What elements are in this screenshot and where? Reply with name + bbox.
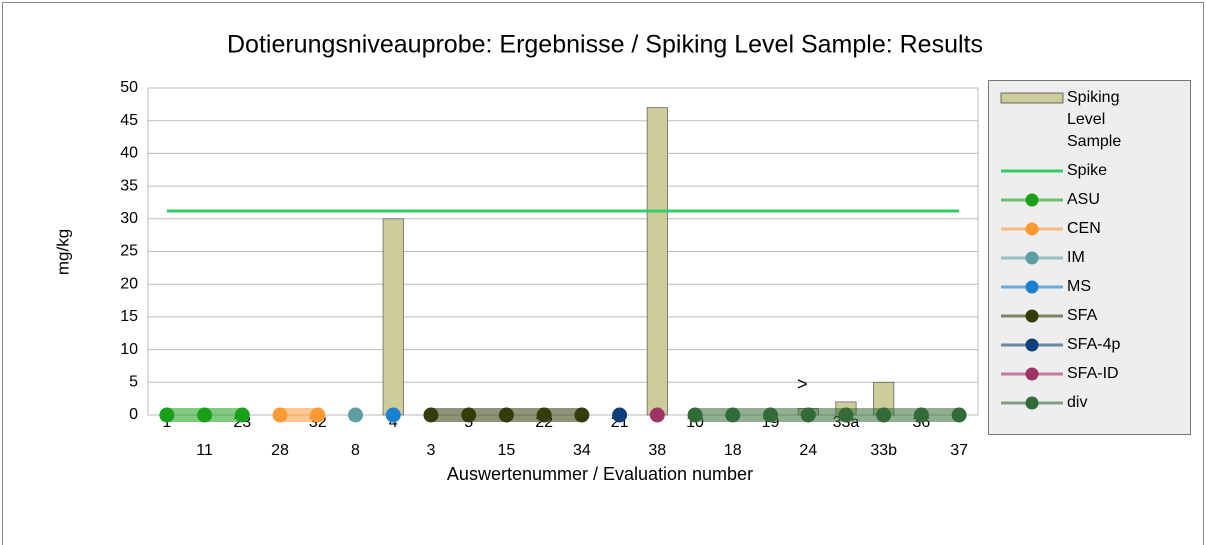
legend-item: CEN [989, 218, 1190, 240]
legend-label: Spiking Level Sample [1067, 89, 1122, 150]
legend-swatch-marker [1025, 280, 1039, 294]
marker [348, 407, 363, 423]
legend-swatch-marker [1025, 222, 1039, 236]
marker [310, 407, 326, 423]
marker [687, 407, 703, 423]
legend-item: SFA [989, 305, 1190, 327]
marker [763, 407, 778, 423]
legend-label: SFA-4p [1067, 336, 1121, 353]
y-tick-label: 30 [120, 210, 138, 227]
x-tick-label: 1 [162, 414, 171, 431]
x-tick-label: 11 [196, 442, 213, 459]
marker [876, 407, 892, 423]
x-tick-label: 24 [799, 442, 817, 459]
legend-swatch-marker [1025, 193, 1039, 207]
legend-swatch [1001, 169, 1063, 173]
legend-swatch-marker [1025, 309, 1039, 323]
legend-swatch [1001, 193, 1063, 207]
legend-swatch [1000, 92, 1064, 104]
y-tick-label: 0 [129, 406, 138, 423]
y-tick-label: 15 [120, 308, 138, 325]
x-tick-label: 3 [427, 442, 436, 459]
legend-swatch [1001, 396, 1063, 410]
marker [461, 407, 477, 423]
legend-swatch-bar [1000, 92, 1064, 104]
legend-item: div [989, 392, 1190, 414]
marker [725, 407, 741, 423]
marker [234, 407, 250, 423]
x-axis-label: Auswertenummer / Evaluation number [447, 464, 753, 484]
x-tick-label: 5 [464, 414, 473, 431]
x-tick-label: 4 [389, 414, 398, 431]
legend-swatch-marker [1025, 367, 1039, 381]
legend-swatch [1001, 251, 1063, 265]
marker [838, 407, 854, 423]
marker [913, 407, 929, 423]
y-tick-label: 50 [120, 79, 138, 96]
marker [159, 407, 175, 423]
y-axis-label: mg/kg [53, 229, 72, 275]
legend-swatch [1001, 367, 1063, 381]
x-tick-label: 38 [648, 442, 666, 459]
marker [574, 407, 590, 423]
annotation: > [797, 374, 808, 394]
legend-item: Spike [989, 160, 1190, 182]
bar [646, 107, 668, 416]
legend-swatch-marker [1025, 251, 1039, 265]
marker [612, 407, 628, 423]
y-tick-label: 35 [120, 177, 138, 194]
x-tick-label: 8 [351, 442, 360, 459]
legend-item: Spiking Level Sample [989, 87, 1190, 153]
y-tick-label: 45 [120, 112, 138, 129]
x-tick-label: 18 [724, 442, 742, 459]
legend-swatch [1001, 222, 1063, 236]
marker [800, 407, 816, 423]
marker [536, 407, 552, 423]
x-tick-label: 33b [870, 442, 897, 459]
marker [498, 407, 514, 423]
x-tick-label: 34 [573, 442, 591, 459]
y-tick-label: 40 [120, 145, 138, 162]
y-tick-label: 25 [120, 243, 138, 260]
legend-label: div [1067, 394, 1088, 411]
legend-swatch [1001, 280, 1063, 294]
legend-swatch [1001, 309, 1063, 323]
x-tick-label: 15 [498, 442, 516, 459]
legend-item: MS [989, 276, 1190, 298]
marker [951, 407, 967, 423]
legend-item: SFA-ID [989, 363, 1190, 385]
marker [197, 407, 213, 423]
legend-swatch-marker [1025, 338, 1039, 352]
legend-item: ASU [989, 189, 1190, 211]
legend-swatch [1001, 338, 1063, 352]
y-tick-label: 5 [129, 374, 138, 391]
legend-label: SFA-ID [1067, 365, 1119, 382]
x-tick-label: 28 [271, 442, 289, 459]
marker [423, 407, 439, 423]
marker [385, 407, 401, 423]
legend-label: Spike [1067, 162, 1108, 179]
legend-label: ASU [1067, 191, 1100, 208]
legend-item: IM [989, 247, 1190, 269]
marker [649, 407, 665, 423]
chart-title: Dotierungsniveauprobe: Ergebnisse / Spik… [227, 31, 983, 59]
legend-item: SFA-4p [989, 334, 1190, 356]
legend-label: IM [1067, 249, 1085, 266]
y-tick-label: 10 [120, 341, 138, 358]
legend-label: MS [1067, 278, 1091, 295]
marker [272, 407, 288, 423]
bar [382, 218, 404, 416]
legend: Spiking Level Sample Spike ASU CEN IM MS SFA SF… [988, 80, 1191, 435]
legend-label: CEN [1067, 220, 1101, 237]
legend-swatch-marker [1025, 396, 1039, 410]
x-tick-label: 37 [950, 442, 968, 459]
y-tick-label: 20 [120, 275, 138, 292]
legend-label: SFA [1067, 307, 1098, 324]
